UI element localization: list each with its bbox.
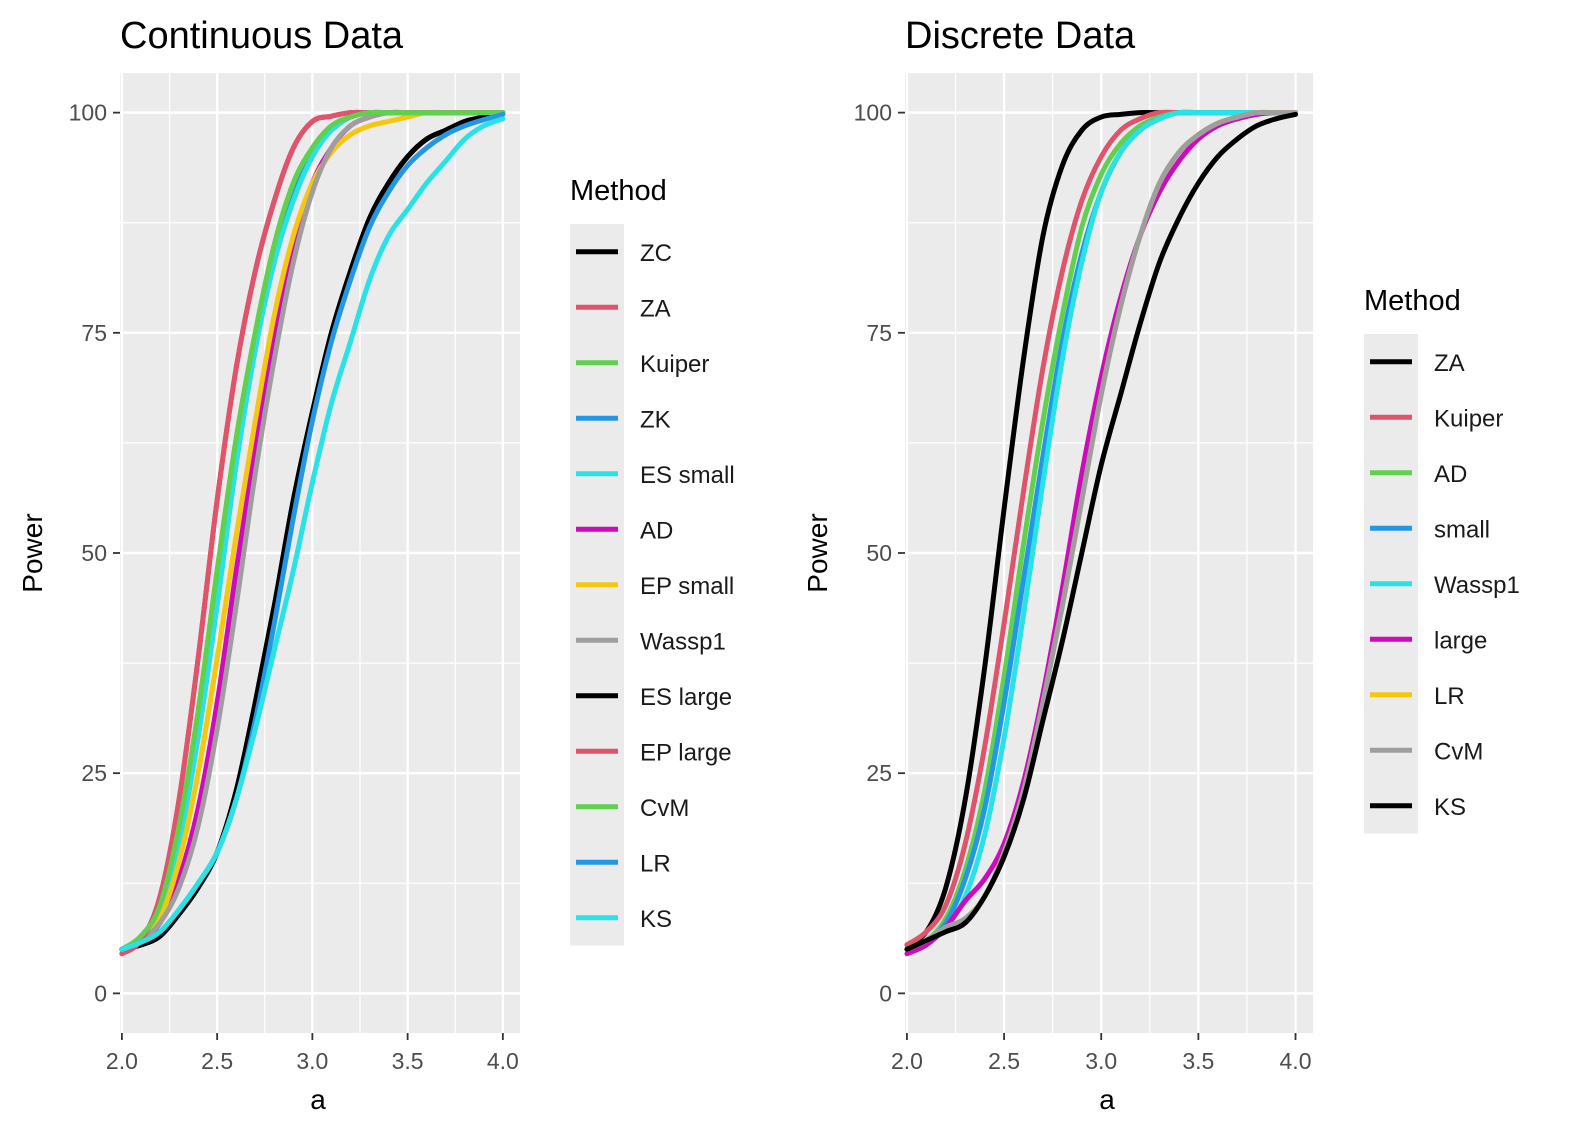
legend-label: ZC xyxy=(640,240,672,267)
x-tick-label: 2.0 xyxy=(106,1048,138,1074)
y-tick-label: 50 xyxy=(81,540,107,566)
chart-title: Discrete Data xyxy=(905,15,1136,57)
x-tick-label: 3.5 xyxy=(392,1048,424,1074)
legend-title: Method xyxy=(570,175,667,207)
x-tick-label: 3.5 xyxy=(1182,1048,1214,1074)
chart-title: Continuous Data xyxy=(120,15,404,57)
series-line-cvm xyxy=(119,109,506,952)
x-tick-label: 3.0 xyxy=(1085,1048,1117,1074)
chart-panel-1: Continuous Data 2.0 2.5 3.0 3.5 4.0 0 25 50 75 100… xyxy=(17,15,735,1115)
x-tick-label: 3.0 xyxy=(296,1048,328,1074)
legend-label: EP small xyxy=(640,573,734,600)
legend-label: large xyxy=(1434,627,1487,654)
x-axis-title: a xyxy=(1099,1084,1115,1115)
x-tick-label: 2.5 xyxy=(201,1048,233,1074)
legend-label: Kuiper xyxy=(640,351,709,378)
y-tick-label: 75 xyxy=(81,320,107,346)
legend-label: small xyxy=(1434,516,1490,543)
legend: Method ZA Kuiper AD small Wassp1 large LR CvM KS xyxy=(1364,285,1520,834)
legend-label: Kuiper xyxy=(1434,405,1503,432)
legend-label: KS xyxy=(640,906,672,933)
series-line-ks xyxy=(119,116,506,952)
legend-label: CvM xyxy=(1434,738,1483,765)
legend: Method ZC ZA Kuiper ZK ES small AD EP small Wass… xyxy=(570,175,735,946)
legend-label: ZA xyxy=(640,295,671,322)
legend-label: AD xyxy=(1434,461,1467,488)
legend-label: LR xyxy=(640,850,671,877)
y-tick-label: 0 xyxy=(879,980,892,1006)
legend-label: EP large xyxy=(640,739,732,766)
legend-label: LR xyxy=(1434,683,1465,710)
chart-panel-2: Discrete Data 2.0 2.5 3.0 3.5 4.0 0 25 50 75 100 a P… xyxy=(802,15,1520,1115)
x-tick-label: 2.0 xyxy=(891,1048,923,1074)
y-tick-label: 25 xyxy=(866,760,892,786)
y-tick-label: 100 xyxy=(69,100,107,126)
legend-label: CvM xyxy=(640,795,689,822)
y-tick-label: 100 xyxy=(854,100,892,126)
series-line-wassp1 xyxy=(904,109,1299,952)
series-line-ks xyxy=(904,111,1299,952)
y-axis-title: Power xyxy=(17,513,48,592)
legend-label: KS xyxy=(1434,794,1466,821)
x-axis-title: a xyxy=(310,1084,326,1115)
y-tick-label: 0 xyxy=(94,980,107,1006)
legend-label: Wassp1 xyxy=(640,628,726,655)
x-tick-label: 4.0 xyxy=(1280,1048,1312,1074)
y-tick-label: 75 xyxy=(866,320,892,346)
legend-label: ES small xyxy=(640,462,735,489)
x-tick-label: 4.0 xyxy=(487,1048,519,1074)
legend-label: ZK xyxy=(640,406,671,433)
legend-label: Wassp1 xyxy=(1434,572,1520,599)
y-tick-label: 50 xyxy=(866,540,892,566)
legend-label: ZA xyxy=(1434,350,1465,377)
legend-label: AD xyxy=(640,517,673,544)
y-axis-title: Power xyxy=(802,513,833,592)
legend-label: ES large xyxy=(640,684,732,711)
y-tick-label: 25 xyxy=(81,760,107,786)
legend-title: Method xyxy=(1364,285,1461,317)
x-tick-label: 2.5 xyxy=(988,1048,1020,1074)
